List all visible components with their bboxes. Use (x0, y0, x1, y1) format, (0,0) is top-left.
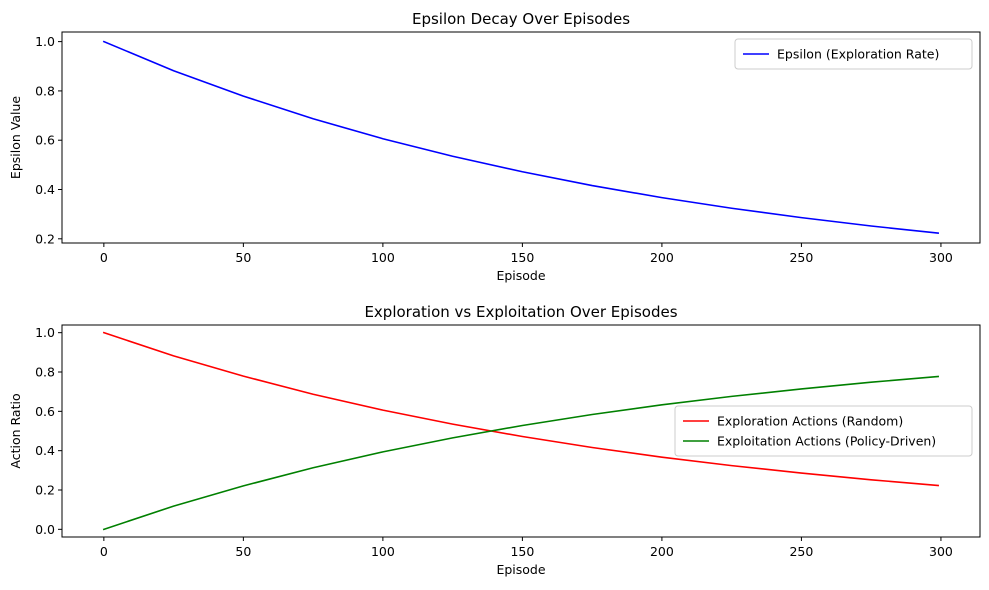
x-axis-label: Episode (496, 268, 545, 283)
y-tick-label: 0.8 (35, 365, 55, 380)
legend-label: Epsilon (Exploration Rate) (777, 47, 939, 62)
x-tick-label: 250 (789, 544, 813, 559)
legend: Exploration Actions (Random) Exploitation… (674, 405, 973, 457)
exploration-exploitation-subplot: 0 50 100 150 200 250 300 0.0 0.2 0.4 0.6 0.8 1.0 Expl… (8, 303, 981, 577)
legend-box (734, 38, 973, 70)
y-tick-label: 0.0 (35, 522, 55, 537)
y-tick-label: 1.0 (35, 325, 55, 340)
y-tick-label: 0.2 (35, 231, 55, 246)
series-line-1 (102, 40, 940, 235)
x-tick-label: 250 (789, 250, 813, 265)
legend-box (674, 405, 973, 457)
x-tick-label: 150 (510, 250, 534, 265)
x-tick-label: 150 (510, 544, 534, 559)
y-axis-label: Action Ratio (8, 393, 23, 468)
y-tick-label: 0.6 (35, 404, 55, 419)
y-axis-label: Epsilon Value (8, 96, 23, 179)
y-tick-label: 0.2 (35, 482, 55, 497)
x-tick-label: 300 (929, 544, 953, 559)
legend-label: Exploration Actions (Random) (717, 414, 903, 429)
x-tick-label: 0 (100, 544, 108, 559)
x-tick-label: 50 (235, 544, 251, 559)
legend-label: Exploitation Actions (Policy-Driven) (717, 434, 936, 449)
chart-title: Exploration vs Exploitation Over Episode… (364, 303, 677, 321)
x-axis-label: Episode (496, 562, 545, 577)
x-tick-label: 200 (650, 250, 674, 265)
y-tick-label: 0.4 (35, 443, 55, 458)
x-tick-label: 100 (371, 544, 395, 559)
series-line-2 (102, 375, 940, 531)
series-line-1 (102, 331, 940, 487)
y-tick-label: 0.6 (35, 133, 55, 148)
x-tick-label: 200 (650, 544, 674, 559)
epsilon-decay-subplot: 0 50 100 150 200 250 300 0.2 0.4 0.6 0.8 1.0 Epsilon… (8, 10, 981, 283)
x-tick-label: 300 (929, 250, 953, 265)
x-tick-label: 50 (235, 250, 251, 265)
y-tick-label: 0.4 (35, 182, 55, 197)
chart-title: Epsilon Decay Over Episodes (412, 10, 630, 28)
y-tick-label: 0.8 (35, 83, 55, 98)
y-tick-label: 1.0 (35, 34, 55, 49)
legend: Epsilon (Exploration Rate) (734, 38, 973, 70)
x-tick-label: 100 (371, 250, 395, 265)
x-tick-label: 0 (100, 250, 108, 265)
